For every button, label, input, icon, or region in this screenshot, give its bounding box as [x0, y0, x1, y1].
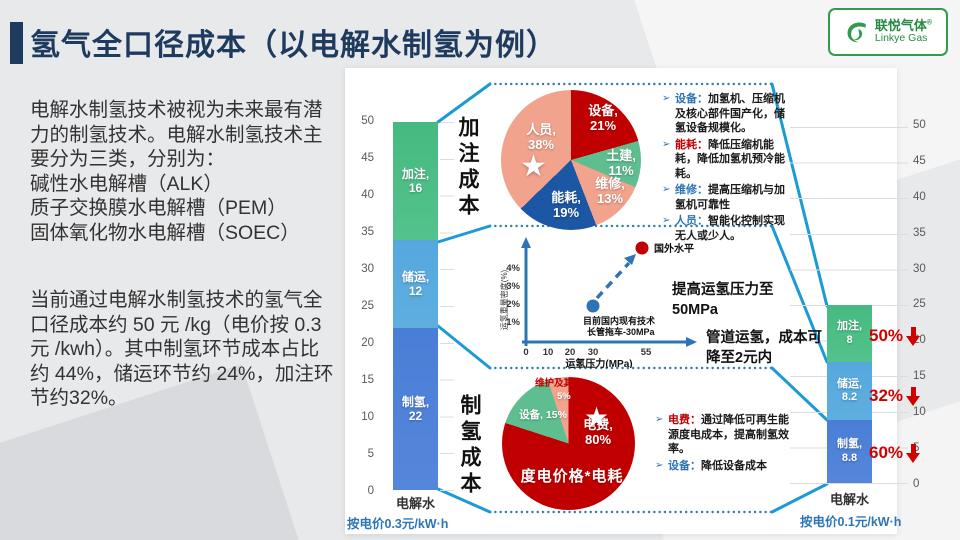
pie-label-equipment: 设备, 15%	[519, 409, 567, 421]
arrow-bullet-icon: ➢	[655, 414, 664, 425]
star-icon: ★	[520, 150, 547, 183]
y-axis-label: 运氢重量密度(%)	[499, 269, 509, 330]
page-title: 氢气全口径成本（以电解水制氢为例）	[30, 29, 557, 62]
pie-label-energy: 能耗, 19%	[551, 190, 581, 220]
x-tick: 30	[588, 347, 599, 358]
right-bar-caption: 按电价0.1元/kW·h	[800, 515, 902, 529]
arrow-bullet-icon: ➢	[662, 184, 671, 196]
reduction-badge-storage: 32%	[869, 386, 921, 406]
star-icon: ★	[584, 402, 610, 433]
list-item: ➢ 电费：通过降低可再生能源度电成本，提高制氢效率。	[655, 413, 795, 457]
production-cost-side-label: 制氢成本	[458, 394, 481, 498]
x-axis-label: 运氢压力(MPa)	[565, 357, 632, 368]
down-arrow-icon	[906, 386, 921, 406]
down-arrow-icon	[906, 326, 921, 346]
current-tech-label: 目前国内现有技术	[583, 315, 655, 326]
bar-segment-storage: 储运, 12	[393, 240, 438, 328]
bar-segment-production: 制氢, 8.8	[827, 420, 872, 483]
pie-label-civil: 土建, 11%	[606, 148, 636, 178]
current-tech-point	[586, 299, 600, 313]
intro-paragraph-2: 当前通过电解水制氢技术的氢气全口径成本约 50 元 /kg（电价按 0.3元 /…	[30, 289, 334, 409]
production-bullet-list: ➢ 电费：通过降低可再生能源度电成本，提高制氢效率。 ➢ 设备：降低设备成本	[655, 413, 795, 475]
arrow-bullet-icon: ➢	[662, 138, 671, 150]
down-arrow-icon	[906, 443, 921, 463]
pie-label-maintenance-pct: 5%	[557, 391, 571, 402]
left-bar-y-axis: 50 45 40 35 30 25 20 15 10 5 0	[361, 115, 374, 497]
pie-label-maintenance: 维修, 13%	[595, 176, 625, 206]
left-cost-bar: 加注, 16 储运, 12 制氢, 22	[393, 122, 438, 490]
pie-overlay-formula: 度电价格*电耗	[520, 468, 624, 485]
trend-dashed-arrow	[595, 261, 631, 300]
logo-name-cn: 联悦气体®	[874, 18, 933, 34]
y-tick: 1%	[506, 317, 520, 328]
left-bar-caption: 按电价0.3元/kW·h	[347, 517, 449, 531]
bar-segment-storage: 储运, 8.2	[827, 362, 872, 420]
pie-label-maintenance-other: 维护及其它,	[535, 378, 586, 389]
bullet-term: 设备：	[668, 459, 701, 472]
y-tick: 3%	[506, 281, 520, 292]
registered-mark: ®	[926, 19, 933, 27]
x-tick: 20	[565, 347, 576, 358]
list-item: ➢ 维修：提高压缩机与加氢机可靠性	[662, 183, 792, 212]
x-tick: 10	[543, 347, 554, 358]
intro-paragraph-1: 电解水制氢技术被视为未来最有潜力的制氢技术。电解水制氢技术主要分为三类，分别为：…	[30, 99, 323, 244]
pie-label-personnel: 人员, 38%	[526, 122, 556, 152]
transport-note-pipeline: 管道运氢，成本可 降至2元内	[706, 330, 822, 366]
bullet-term: 电费：	[668, 414, 701, 426]
current-tech-label: 长管拖车-30MPa	[587, 326, 656, 337]
pie-label-equipment: 设备, 21%	[588, 103, 618, 133]
pie-label-electricity: 电费, 80%	[583, 417, 613, 447]
y-axis-arrow-icon	[521, 237, 531, 248]
production-cost-pie: 电费, 80% 设备, 15% 维护及其它, 5% ★ 度电价格*电耗	[502, 377, 635, 510]
left-bar-x-label: 电解水	[395, 496, 435, 511]
refuel-bullet-list: ➢ 设备：加氢机、压缩机及核心部件国产化，储氢设备规模化。 ➢ 能耗：降低压缩机…	[662, 92, 792, 245]
bullet-term: 维修：	[675, 184, 708, 197]
transport-scatter-chart: 4% 3% 2% 1% 0 10 20 30 55 运氢压力(MPa) 运氢重量…	[499, 237, 697, 368]
right-cost-bar: 加注, 8 储运, 8.2 制氢, 8.8	[827, 305, 872, 483]
linkye-logo-icon	[844, 19, 870, 45]
right-bar-y-axis: 50 45 40 35 30 25 20 15 10 5 0	[913, 119, 926, 490]
x-tick: 0	[523, 347, 528, 358]
bar-segment-production: 制氢, 22	[393, 328, 438, 490]
y-tick: 2%	[506, 299, 520, 310]
reduction-badge-production: 60%	[869, 443, 921, 463]
linkye-logo: 联悦气体® Linkye Gas	[828, 8, 948, 56]
arrow-bullet-icon: ➢	[662, 93, 671, 104]
x-axis-arrow-icon	[686, 337, 697, 347]
bullet-term: 设备：	[675, 93, 708, 105]
refuel-cost-side-label: 加注成本	[456, 116, 479, 220]
y-tick: 4%	[506, 263, 520, 274]
list-item: ➢ 能耗：降低压缩机能耗，降低加氢机预冷能耗。	[662, 138, 792, 182]
right-bar-x-label: 电解水	[829, 492, 869, 507]
x-tick: 55	[641, 347, 652, 358]
title-accent-bar	[10, 22, 23, 64]
refuel-cost-pie: 设备, 21% 土建, 11% 维修, 13% 能耗, 19% 人员, 38% ★	[501, 90, 641, 230]
trend-arrowhead-icon	[624, 254, 636, 265]
logo-name-en: Linkye Gas	[874, 32, 928, 45]
arrow-bullet-icon: ➢	[655, 459, 664, 471]
list-item: ➢ 设备：加氢机、压缩机及核心部件国产化，储氢设备规模化。	[662, 92, 792, 136]
list-item: ➢ 设备：降低设备成本	[655, 459, 795, 474]
reduction-badge-refuel: 50%	[869, 326, 921, 346]
foreign-level-point	[635, 241, 649, 255]
transport-note-pressure: 提高运氢压力至 50MPa	[672, 282, 774, 318]
bar-segment-refuel: 加注, 8	[827, 305, 872, 362]
bullet-term: 能耗：	[675, 138, 708, 151]
foreign-level-label: 国外水平	[654, 242, 694, 255]
left-bar-gridline-stubs	[440, 122, 454, 492]
bullet-text: 降低设备成本	[701, 459, 767, 472]
bullet-term: 人员：	[675, 215, 708, 228]
bar-segment-refuel: 加注, 16	[393, 122, 438, 240]
